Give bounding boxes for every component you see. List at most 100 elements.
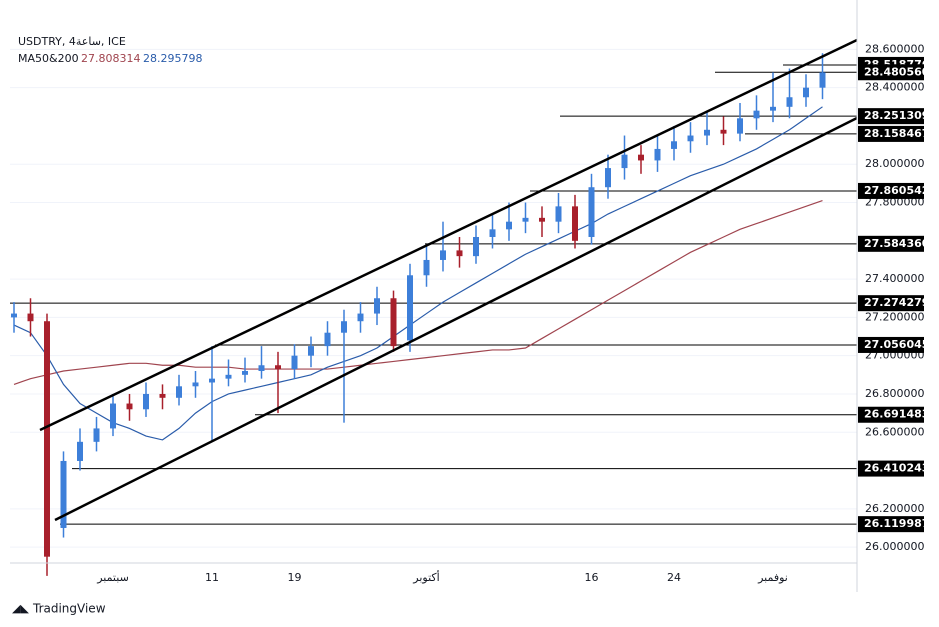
y-tick-label: 27.400000: [865, 272, 925, 285]
candle-body: [93, 428, 100, 442]
candle-body: [77, 441, 83, 461]
level-label-box: [858, 406, 924, 423]
y-tick-label: 26.000000: [865, 540, 925, 553]
plot: [10, 53, 857, 576]
axis: 28.60000028.40000028.00000027.80000027.4…: [96, 42, 930, 584]
candle-body: [192, 382, 199, 387]
candle-body: [704, 129, 710, 136]
level-label: 28.158467: [864, 127, 929, 140]
level-label: 27.056045: [864, 338, 929, 351]
candle-body: [291, 355, 298, 370]
level-label-box: [858, 460, 924, 477]
candle-body: [588, 187, 595, 237]
candle-body: [390, 298, 397, 347]
x-tick-label: 16: [585, 571, 599, 584]
level-label: 26.410243: [864, 462, 929, 475]
candle-body: [621, 154, 628, 169]
candle-body: [60, 460, 67, 528]
ma200-line: [13, 200, 823, 385]
candle-body: [522, 217, 529, 222]
candle-body: [258, 365, 265, 371]
candle-body: [341, 321, 347, 333]
candle-body: [374, 298, 380, 314]
level-label-box: [858, 235, 924, 252]
level-label: 26.691483: [864, 408, 929, 421]
ma200-legend-value: 27.808314: [81, 52, 141, 65]
level-label: 27.860542: [864, 184, 929, 197]
candle-body: [473, 236, 479, 257]
candle-body: [786, 97, 793, 107]
candle-body: [555, 206, 562, 222]
candle-body: [159, 393, 166, 398]
candle-body: [407, 275, 413, 341]
candle-body: [819, 72, 826, 88]
candle-body: [687, 135, 694, 142]
y-tick-label: 26.200000: [865, 502, 925, 515]
x-tick-label: نوفمبر: [757, 571, 788, 584]
candle-body: [489, 229, 496, 237]
candle-body: [110, 403, 116, 429]
level-label: 27.274279: [864, 296, 929, 309]
channel-upper: [39, 38, 858, 432]
y-tick-label: 28.400000: [865, 81, 925, 94]
candle-body: [44, 321, 50, 557]
candle-body: [423, 259, 430, 276]
candle-body: [176, 386, 182, 398]
level-label: 27.584360: [864, 237, 930, 250]
candle-body: [539, 217, 545, 222]
level-label: 28.251309: [864, 109, 929, 122]
level-label-box: [858, 64, 924, 81]
x-tick-label: أكتوبر: [412, 570, 439, 584]
candle-body: [143, 393, 149, 410]
y-tick-label: 28.000000: [865, 157, 925, 170]
ma50-legend-value: 28.295798: [143, 52, 203, 65]
x-tick-label: 19: [288, 571, 302, 584]
x-tick-label: سبتمبر: [96, 571, 129, 584]
candle-body: [209, 378, 215, 383]
candle-body: [275, 365, 281, 370]
candle-body: [506, 221, 512, 230]
candle-body: [770, 106, 776, 111]
level-label: 26.119987: [864, 517, 929, 530]
candle-body: [605, 168, 611, 188]
candle-body: [308, 346, 314, 356]
y-tick-label: 26.600000: [865, 425, 925, 438]
candle-body: [720, 129, 727, 134]
candle-body: [803, 87, 809, 98]
candle-body: [440, 250, 446, 260]
brand-logo: ◢◣: [12, 602, 29, 615]
x-tick-label: 24: [667, 571, 681, 584]
candle-body: [126, 403, 133, 410]
candle-body: [572, 206, 578, 241]
candle-body: [753, 110, 760, 119]
x-tick-label: 11: [205, 571, 219, 584]
ma50-line: [13, 106, 823, 441]
candle-body: [11, 313, 17, 318]
level-label-box: [858, 336, 924, 353]
level-label: 28.480560: [864, 65, 930, 78]
candle-body: [737, 118, 743, 134]
grid: [10, 48, 857, 548]
candle-body: [324, 332, 331, 347]
brand: TradingView: [32, 602, 106, 616]
y-tick-label: 26.800000: [865, 387, 925, 400]
channel-lower: [54, 116, 858, 522]
candle-body: [638, 154, 644, 161]
level-label-box: [858, 125, 924, 142]
level-label-box: [858, 516, 924, 533]
chart-title: USDTRY, 4ساعة, ICE: [18, 35, 126, 48]
y-tick-label: 28.600000: [865, 42, 925, 55]
level-label-box: [858, 182, 924, 199]
candle-body: [671, 141, 677, 149]
candle-body: [357, 313, 364, 322]
level-label-box: [858, 295, 924, 312]
candle-body: [654, 148, 661, 161]
y-tick-label: 27.200000: [865, 310, 925, 323]
candle-body: [225, 374, 232, 379]
candle-body: [456, 250, 463, 257]
ma-legend-label: MA50&200: [18, 52, 79, 65]
candle-body: [27, 313, 34, 322]
level-label-box: [858, 108, 924, 125]
candle-body: [242, 370, 248, 375]
